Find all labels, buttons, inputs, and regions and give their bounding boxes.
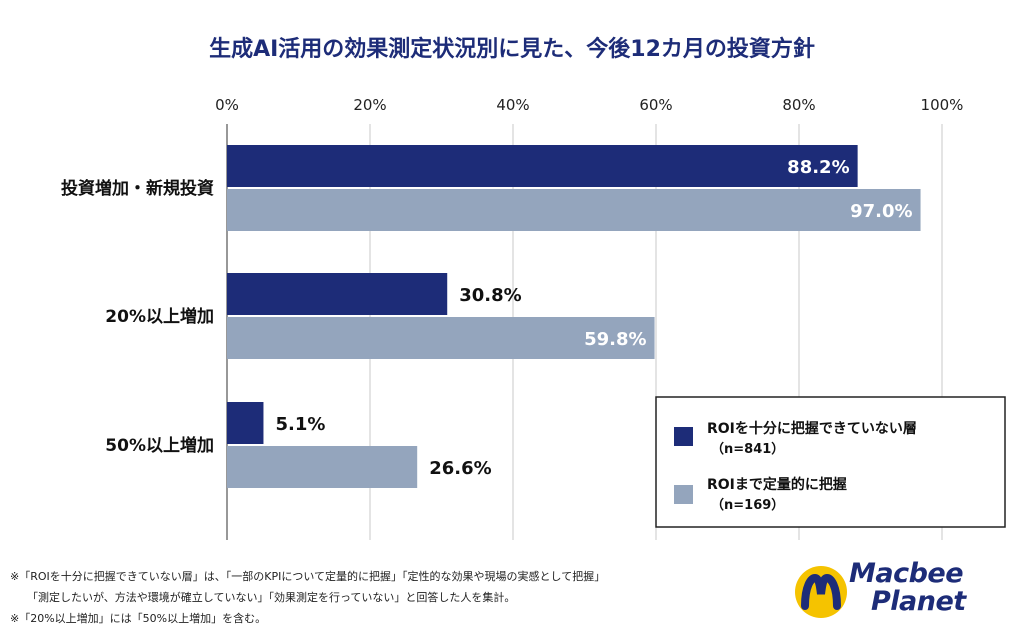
bar-1-1 xyxy=(227,145,858,187)
bar-2-2 xyxy=(227,317,655,359)
bar-chart: 生成AI活用の効果測定状況別に見た、今後12カ月の投資方針 0% 20% 40% 60… xyxy=(61,36,1006,540)
logo-mark-icon xyxy=(795,566,847,618)
footnotes: ※「ROIを十分に把握できていない層」は、「一部のKPIについて定量的に把握」「… xyxy=(10,566,790,629)
x-tick-label: 0% xyxy=(215,96,239,114)
bars: 88.2% 97.0% 30.8% 59.8% 5.1% 26.6% xyxy=(227,145,921,488)
logo-line-2: Planet xyxy=(871,586,966,617)
logo-line-1: Macbee xyxy=(849,558,964,589)
x-tick-label: 40% xyxy=(496,96,529,114)
category-labels: 投資増加・新規投資 20%以上増加 50%以上増加 xyxy=(61,178,214,456)
data-label: 59.8% xyxy=(584,329,646,350)
bar-2-1 xyxy=(227,189,921,231)
category-label: 20%以上増加 xyxy=(105,306,214,327)
data-label: 5.1% xyxy=(275,414,325,435)
footnote-2: ※「20%以上増加」には「50%以上増加」を含む。 xyxy=(10,612,267,625)
bar-1-3 xyxy=(227,402,264,444)
bar-2-3 xyxy=(227,446,418,488)
x-tick-label: 20% xyxy=(353,96,386,114)
x-tick-label: 100% xyxy=(921,96,964,114)
chart-title: 生成AI活用の効果測定状況別に見た、今後12カ月の投資方針 xyxy=(209,36,815,62)
x-tick-label: 80% xyxy=(782,96,815,114)
data-label: 30.8% xyxy=(459,285,521,306)
legend-label-series-2: ROIまで定量的に把握 xyxy=(707,476,847,493)
x-tick-label: 60% xyxy=(639,96,672,114)
legend-label-series-1: ROIを十分に把握できていない層 xyxy=(707,420,917,437)
bar-1-2 xyxy=(227,273,448,315)
legend-box xyxy=(655,396,1006,528)
category-label: 50%以上増加 xyxy=(105,435,214,456)
data-label: 97.0% xyxy=(850,201,912,222)
footnote-1: ※「ROIを十分に把握できていない層」は、「一部のKPIについて定量的に把握」「… xyxy=(10,570,606,583)
data-label: 26.6% xyxy=(429,458,491,479)
legend-swatch-series-2 xyxy=(674,485,693,504)
x-axis-ticks: 0% 20% 40% 60% 80% 100% xyxy=(215,96,963,114)
macbee-planet-logo: Macbee Planet xyxy=(791,554,1017,632)
footnote-1-continued: 「測定したいが、方法や環境が確立していない」「効果測定を行っていない」と回答した… xyxy=(27,591,516,604)
logo-wordmark: Macbee Planet xyxy=(849,560,966,616)
category-label: 投資増加・新規投資 xyxy=(61,178,214,199)
legend-swatch-series-1 xyxy=(674,427,693,446)
data-label: 88.2% xyxy=(787,157,849,178)
legend-n-series-1: （n=841） xyxy=(711,441,784,457)
legend: ROIを十分に把握できていない層 （n=841） ROIまで定量的に把握 （n=… xyxy=(655,396,1006,528)
legend-n-series-2: （n=169） xyxy=(711,497,784,513)
